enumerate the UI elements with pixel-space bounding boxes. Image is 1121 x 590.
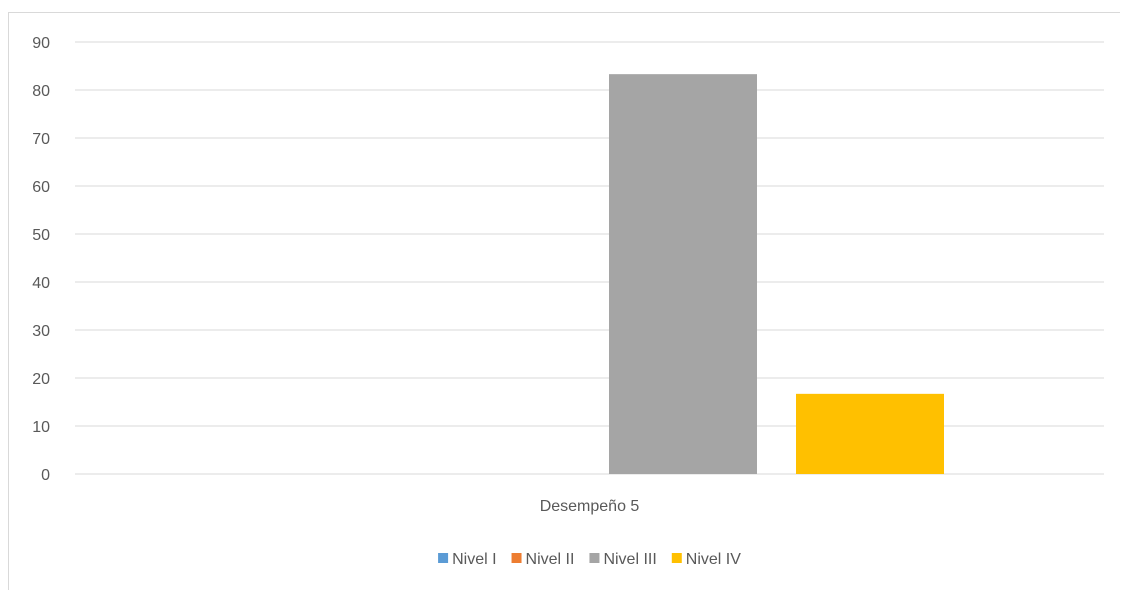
x-axis-ticks: Desempeño 5 (540, 498, 640, 515)
legend-item-nivel-ii: Nivel II (511, 551, 575, 568)
legend: Nivel I Nivel II Nivel III Nivel IV (438, 551, 741, 568)
y-tick-label: 80 (32, 83, 50, 100)
legend-swatch (671, 553, 682, 563)
legend-label: Nivel III (603, 551, 656, 568)
legend-swatch (589, 553, 600, 563)
y-tick-label: 40 (32, 275, 50, 292)
y-tick-label: 50 (32, 227, 50, 244)
y-tick-label: 0 (41, 467, 50, 484)
y-tick-label: 30 (32, 323, 50, 340)
bar-nivel-iv (796, 393, 944, 474)
x-tick-label: Desempeño 5 (540, 498, 640, 515)
legend-item-nivel-i: Nivel I (438, 551, 497, 568)
gridlines (75, 41, 1104, 475)
y-tick-label: 10 (32, 419, 50, 436)
y-axis-ticks: 0 10 20 30 40 50 60 70 80 90 (32, 35, 50, 484)
y-tick-label: 90 (32, 35, 50, 52)
legend-swatch (511, 553, 522, 563)
legend-swatch (438, 553, 449, 563)
bar-nivel-iii (609, 74, 757, 474)
legend-item-nivel-iv: Nivel IV (671, 551, 741, 568)
y-tick-label: 60 (32, 179, 50, 196)
y-tick-label: 20 (32, 371, 50, 388)
y-tick-label: 70 (32, 131, 50, 148)
legend-item-nivel-iii: Nivel III (589, 551, 657, 568)
bars (609, 74, 944, 474)
legend-label: Nivel II (526, 551, 575, 568)
legend-label: Nivel I (452, 551, 496, 568)
chart-frame (8, 12, 1120, 590)
legend-label: Nivel IV (686, 551, 741, 568)
